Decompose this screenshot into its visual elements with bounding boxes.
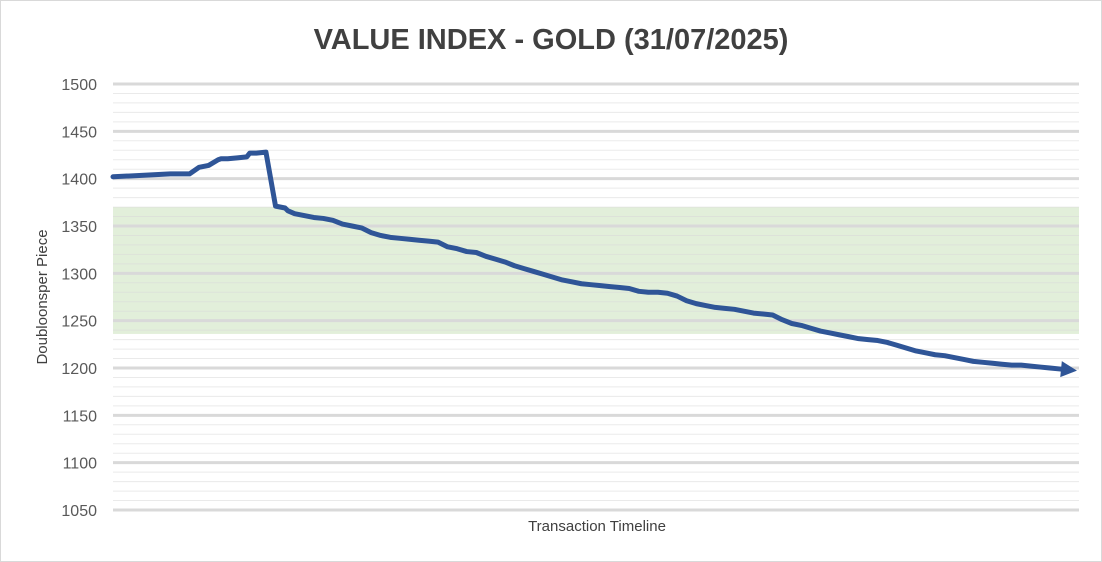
gridlines [113,82,1079,512]
y-tick-labels: 1500 1450 1400 1350 1300 1250 1200 1150 1100 1050 [61,77,97,520]
shaded-band [113,207,1079,334]
y-axis-label: Doubloonsper Piece [34,229,51,364]
y-tick-label: 1200 [61,361,97,378]
y-tick-label: 1150 [63,408,98,425]
y-tick-label: 1400 [61,172,97,189]
x-axis-label: Transaction Timeline [528,518,666,535]
y-tick-label: 1500 [61,77,97,94]
y-tick-label: 1350 [61,219,97,236]
y-tick-label: 1250 [61,314,97,331]
y-tick-label: 1450 [61,124,97,141]
y-tick-label: 1100 [63,456,98,473]
chart-title: VALUE INDEX - GOLD (31/07/2025) [314,24,789,56]
series-line [110,149,1072,373]
y-tick-label: 1300 [61,266,97,283]
shaded-band-layer [113,207,1079,334]
series-layer [110,149,1077,378]
y-tick-label: 1050 [61,503,97,520]
series-arrowhead [1060,361,1077,378]
